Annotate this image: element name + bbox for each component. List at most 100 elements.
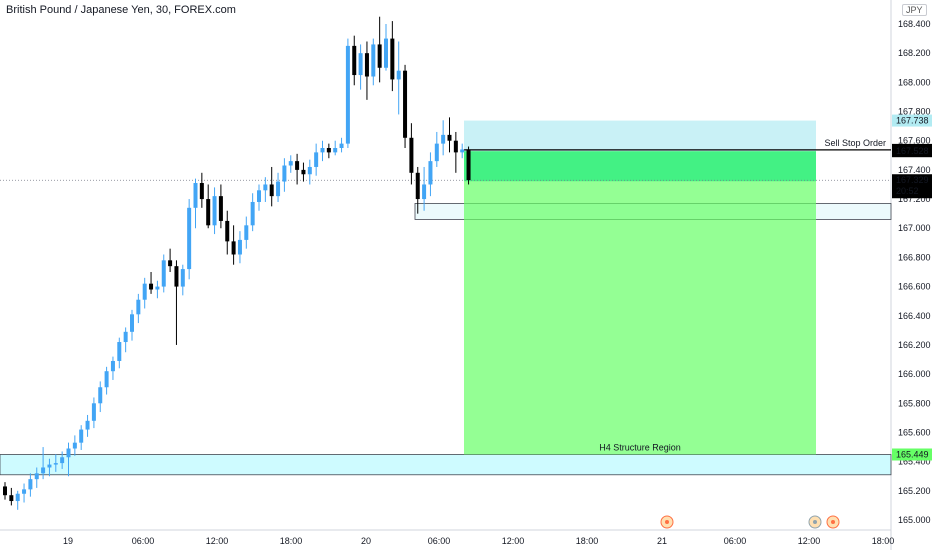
candle-body[interactable] <box>66 448 71 458</box>
y-tick-label: 167.800 <box>898 107 931 117</box>
y-tick-label: 166.000 <box>898 369 931 379</box>
x-tick-label: 19 <box>63 536 73 546</box>
x-tick-label: 06:00 <box>724 536 747 546</box>
candle-body[interactable] <box>384 38 388 68</box>
candle-body[interactable] <box>282 165 287 182</box>
x-tick-label: 12:00 <box>206 536 229 546</box>
candle-body[interactable] <box>15 493 20 502</box>
candle-body[interactable] <box>53 463 58 465</box>
candle-body[interactable] <box>244 225 249 240</box>
candle-body[interactable] <box>314 152 319 167</box>
candle-body[interactable] <box>91 403 96 421</box>
y-tick-label: 167.400 <box>898 165 931 175</box>
candle-body[interactable] <box>339 143 344 148</box>
candle-body[interactable] <box>466 149 471 181</box>
candle-body[interactable] <box>371 44 376 77</box>
y-tick-label: 168.000 <box>898 77 931 87</box>
candle-body[interactable] <box>22 489 27 494</box>
candle-body[interactable] <box>320 148 325 153</box>
candle-body[interactable] <box>269 184 274 197</box>
candle-body[interactable] <box>72 442 77 449</box>
x-tick-label: 06:00 <box>132 536 155 546</box>
candle-body[interactable] <box>364 53 369 77</box>
candle-body[interactable] <box>326 148 331 153</box>
candle-body[interactable] <box>149 283 154 290</box>
candle-body[interactable] <box>307 166 312 175</box>
candle-body[interactable] <box>98 387 103 404</box>
candle-body[interactable] <box>193 183 198 208</box>
candle-body[interactable] <box>396 70 401 80</box>
candle-body[interactable] <box>60 457 65 464</box>
candle-body[interactable] <box>288 161 293 166</box>
candle-body[interactable] <box>428 161 433 185</box>
candle-body[interactable] <box>345 45 350 144</box>
currency-badge[interactable]: JPY <box>902 4 927 16</box>
economic-event-dot <box>813 520 817 524</box>
candle-body[interactable] <box>187 207 192 270</box>
candle-body[interactable] <box>168 260 173 267</box>
h4-structure-label: H4 Structure Region <box>599 442 681 452</box>
candle-body[interactable] <box>237 239 242 255</box>
candle-body[interactable] <box>142 283 147 300</box>
candle-body[interactable] <box>199 183 204 200</box>
candle-body[interactable] <box>206 199 211 226</box>
stop-loss-area[interactable] <box>464 120 816 152</box>
candle-body[interactable] <box>117 342 122 361</box>
candle-body[interactable] <box>263 184 268 191</box>
h4-structure-zone[interactable] <box>0 454 892 476</box>
candle-body[interactable] <box>358 53 363 76</box>
candle-body[interactable] <box>225 220 230 242</box>
economic-event-dot <box>665 520 669 524</box>
stop-price-label: 167.738 <box>896 116 929 126</box>
candle-body[interactable] <box>155 286 160 290</box>
candle-body[interactable] <box>9 495 14 502</box>
candle-body[interactable] <box>123 331 128 343</box>
candle-body[interactable] <box>441 134 446 144</box>
target-price-label: 165.449 <box>896 449 929 459</box>
candle-body[interactable] <box>403 70 408 138</box>
candle-body[interactable] <box>250 201 255 226</box>
candle-body[interactable] <box>130 314 134 332</box>
candle-body[interactable] <box>377 44 382 68</box>
candle-body[interactable] <box>180 269 185 287</box>
y-tick-label: 168.400 <box>898 19 931 29</box>
candle-body[interactable] <box>34 473 39 480</box>
candle-body[interactable] <box>212 196 217 226</box>
candle-body[interactable] <box>41 467 46 474</box>
candle-body[interactable] <box>136 299 141 315</box>
candle-body[interactable] <box>79 429 84 443</box>
y-tick-label: 167.200 <box>898 194 931 204</box>
candle-body[interactable] <box>85 420 90 430</box>
y-tick-label: 165.600 <box>898 427 931 437</box>
candle-body[interactable] <box>422 184 427 200</box>
take-profit-area[interactable] <box>464 151 816 455</box>
y-tick-label: 165.800 <box>898 398 931 408</box>
candle-body[interactable] <box>276 181 281 197</box>
candle-body[interactable] <box>174 266 179 287</box>
candle-body[interactable] <box>390 38 395 80</box>
candle-body[interactable] <box>3 486 7 496</box>
candle-body[interactable] <box>460 149 465 153</box>
candle-body[interactable] <box>352 45 357 76</box>
x-tick-label: 06:00 <box>428 536 451 546</box>
candle-body[interactable] <box>434 143 439 162</box>
candle-body[interactable] <box>161 260 166 287</box>
candle-body[interactable] <box>257 190 261 202</box>
candle-body[interactable] <box>231 241 236 255</box>
candle-body[interactable] <box>295 161 300 170</box>
candle-body[interactable] <box>104 371 109 388</box>
candle-body[interactable] <box>409 137 414 173</box>
candle-body[interactable] <box>301 169 306 175</box>
candle-body[interactable] <box>333 148 338 153</box>
candle-body[interactable] <box>28 479 33 490</box>
candle-body[interactable] <box>415 172 420 200</box>
candle-body[interactable] <box>47 464 52 468</box>
candle-body[interactable] <box>218 196 223 221</box>
candle-body[interactable] <box>110 360 115 372</box>
candle-body[interactable] <box>453 140 458 153</box>
candle-body[interactable] <box>447 134 452 141</box>
y-tick-label: 165.400 <box>898 457 931 467</box>
x-tick-label: 18:00 <box>872 536 895 546</box>
stop-price-label-bg <box>892 114 932 127</box>
